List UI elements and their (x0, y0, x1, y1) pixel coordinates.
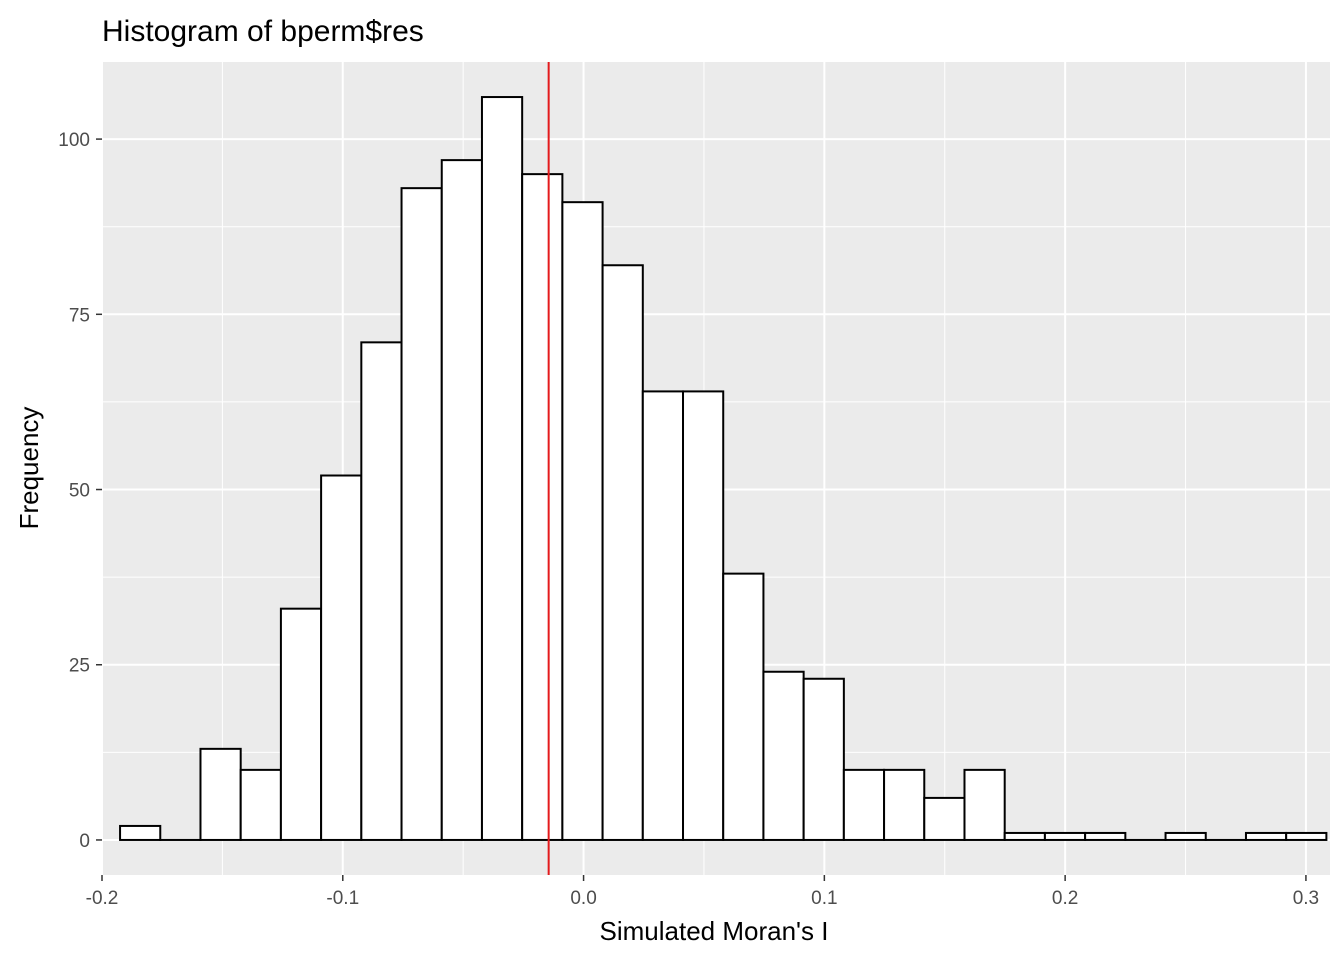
histogram-bar (963, 768, 1006, 841)
histogram-bar (320, 474, 363, 841)
histogram-bar (360, 341, 403, 841)
histogram-bar (119, 824, 162, 841)
histogram-bar (802, 677, 845, 841)
histogram-bar (199, 747, 242, 841)
y-tick-label: 100 (58, 130, 90, 151)
histogram-bar (239, 768, 282, 841)
histogram-bar (682, 390, 725, 841)
y-axis: 0 25 50 75 100 (58, 130, 102, 852)
x-axis: -0.2 -0.1 0.0 0.1 0.2 0.3 (86, 875, 1319, 909)
histogram-bar (883, 768, 926, 841)
x-tick-label: 0.0 (570, 888, 596, 909)
y-tick-label: 50 (69, 481, 90, 502)
y-axis-title: Frequency (14, 407, 44, 530)
histogram-bar (440, 159, 483, 841)
y-tick-label: 25 (69, 656, 90, 677)
chart-title: Histogram of bperm$res (102, 15, 424, 48)
histogram-bar (1084, 831, 1127, 841)
histogram-bar (923, 796, 966, 841)
histogram-bar (1244, 831, 1288, 841)
x-tick-label: -0.1 (326, 888, 359, 909)
histogram-bar (1003, 831, 1046, 841)
histogram-bar (641, 390, 685, 841)
histogram-bars (119, 96, 1328, 841)
x-tick-label: 0.1 (811, 888, 837, 909)
histogram-bar (842, 768, 886, 841)
histogram-bar (1164, 831, 1207, 841)
histogram-bar (521, 173, 564, 841)
histogram-bar (722, 572, 765, 841)
histogram-bar (400, 187, 443, 841)
x-tick-label: 0.2 (1052, 888, 1078, 909)
x-tick-label: -0.2 (86, 888, 119, 909)
histogram-bar (279, 607, 323, 841)
x-axis-title: Simulated Moran's I (600, 916, 829, 946)
x-tick-label: 0.3 (1293, 888, 1319, 909)
histogram-bar (601, 264, 644, 841)
histogram-bar (1043, 831, 1087, 841)
y-tick-label: 75 (69, 305, 90, 326)
histogram-bar (762, 670, 805, 841)
y-tick-label: 0 (79, 831, 90, 852)
histogram-bar (561, 201, 604, 841)
histogram-bar (480, 96, 524, 841)
histogram-bar (1285, 831, 1328, 841)
